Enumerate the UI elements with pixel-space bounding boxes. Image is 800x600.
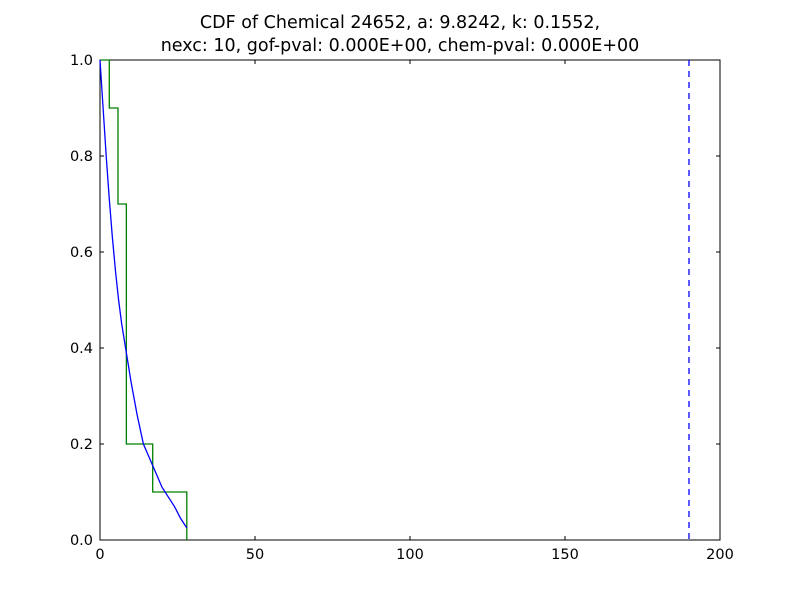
y-tick-label: 1.0 [70, 53, 93, 69]
x-axis-ticks: 0 50 100 150 200 [95, 60, 734, 563]
series-1-solid-line [99, 59, 188, 529]
y-axis-ticks: 0.0 0.2 0.4 0.6 0.8 1.0 [70, 53, 720, 549]
x-tick-label: 0 [95, 547, 104, 563]
series-0-step-line [100, 59, 188, 540]
y-tick-label: 0.6 [70, 245, 93, 261]
y-tick-label: 0.0 [70, 533, 93, 549]
chart-title-line-2: nexc: 10, gof-pval: 0.000E+00, chem-pval… [160, 36, 640, 56]
chart-title-line-1: CDF of Chemical 24652, a: 9.8242, k: 0.1… [199, 13, 601, 33]
x-tick-label: 50 [246, 547, 264, 563]
x-tick-label: 100 [396, 547, 424, 563]
y-tick-label: 0.4 [70, 341, 93, 357]
plot-area-frame [99, 59, 721, 541]
y-tick-label: 0.8 [70, 149, 93, 165]
series-layer [99, 59, 690, 540]
x-tick-label: 200 [706, 547, 734, 563]
y-tick-label: 0.2 [70, 437, 93, 453]
x-tick-label: 150 [551, 547, 579, 563]
